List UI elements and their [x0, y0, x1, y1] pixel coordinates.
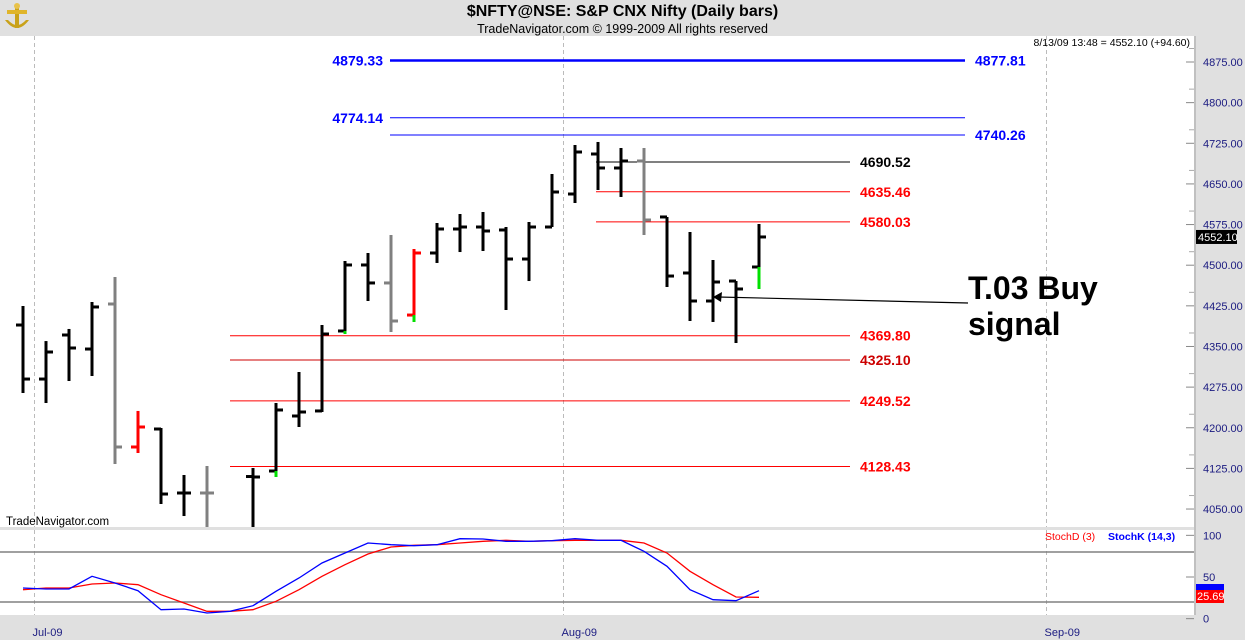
stoch-line [22, 539, 760, 612]
y-tick-label: 4125.00 [1203, 463, 1243, 475]
ohlc-bar [131, 410, 145, 454]
anchor-logo-icon [5, 3, 29, 28]
legend-stochk: StochK (14,3) [1108, 531, 1175, 543]
annotation-text: signal [968, 306, 1060, 342]
y-tick-label: 4800.00 [1203, 98, 1243, 110]
ohlc-bar [522, 222, 536, 282]
arrow-head-icon [713, 292, 722, 302]
ohlc-bar [660, 215, 674, 287]
y-tick-label: 4500.00 [1203, 260, 1243, 272]
level-label-right: 4325.10 [860, 352, 911, 368]
ohlc-bar [200, 466, 214, 527]
stoch-tick-label: 50 [1203, 572, 1215, 584]
x-tick-label: Aug-09 [562, 627, 597, 639]
ohlc-bar [545, 174, 559, 229]
x-tick-label: Sep-09 [1045, 627, 1080, 639]
watermark-text: TradeNavigator.com [6, 516, 109, 528]
last-price-tag [1196, 229, 1237, 244]
ohlc-bar [384, 235, 398, 333]
level-label-left: 4879.33 [332, 52, 383, 68]
level-label-right: 4369.80 [860, 328, 911, 344]
level-label-right: 4128.43 [860, 459, 911, 475]
ohlc-bar [706, 259, 720, 322]
annotation-text: T.03 Buy [968, 270, 1098, 306]
ohlc-bar [729, 279, 743, 344]
y-tick-label: 4200.00 [1203, 423, 1243, 435]
stochd-value-label: 25.69 [1197, 591, 1225, 603]
signal-arrow-line [717, 296, 969, 304]
stochd-value-tag [1196, 590, 1224, 603]
stoch-line [22, 538, 760, 614]
x-tick-label: Jul-09 [33, 627, 63, 639]
ohlc-bar [62, 328, 76, 381]
ohlc-bar [361, 253, 375, 302]
legend-stochd: StochD (3) [1045, 531, 1095, 543]
stoch-tick-label: 100 [1203, 530, 1221, 542]
ohlc-bar [338, 261, 352, 335]
chart-title: $NFTY@NSE: S&P CNX Nifty (Daily bars) [466, 3, 779, 20]
ohlc-bar [39, 341, 53, 403]
ohlc-bar [177, 475, 191, 517]
ohlc-bar [683, 231, 697, 322]
ohlc-bar [269, 402, 283, 478]
level-label-right: 4877.81 [975, 52, 1026, 68]
ohlc-bar [568, 145, 582, 203]
ohlc-bar [430, 222, 444, 263]
y-tick-label: 4050.00 [1203, 504, 1243, 516]
ohlc-bar [614, 147, 628, 197]
level-label-right: 4580.03 [860, 214, 911, 230]
stoch-panel [0, 530, 1194, 615]
ohlc-bar [108, 277, 122, 465]
y-tick-label: 4425.00 [1203, 301, 1243, 313]
stochk-value-tag [1196, 584, 1224, 592]
ohlc-bar [85, 302, 99, 377]
ohlc-bar [453, 213, 467, 253]
level-label-right: 4690.52 [860, 154, 911, 170]
copyright-subtitle: TradeNavigator.com © 1999-2009 All right… [477, 22, 768, 36]
ohlc-bar [752, 224, 766, 289]
y-tick-label: 4650.00 [1203, 179, 1243, 191]
level-label-right: 4249.52 [860, 393, 911, 409]
ohlc-bar [591, 141, 605, 190]
stoch-tick-label: 0 [1203, 614, 1209, 626]
ohlc-bar [154, 427, 168, 504]
price-readout: 8/13/09 13:48 = 4552.10 (+94.60) [1034, 37, 1190, 49]
ohlc-bar [16, 305, 30, 394]
y-tick-label: 4350.00 [1203, 341, 1243, 353]
ohlc-bar [476, 211, 490, 252]
ohlc-bar [315, 325, 329, 413]
ohlc-bar [292, 371, 306, 427]
y-tick-label: 4575.00 [1203, 220, 1243, 232]
ohlc-bar [407, 248, 421, 322]
ohlc-bar [246, 468, 260, 527]
y-tick-label: 4875.00 [1203, 57, 1243, 69]
level-label-left: 4774.14 [332, 110, 383, 126]
y-tick-label: 4725.00 [1203, 138, 1243, 150]
last-price-label: 4552.10 [1198, 232, 1238, 244]
level-label-right: 4635.46 [860, 184, 911, 200]
ohlc-bar [637, 147, 651, 236]
y-tick-label: 4275.00 [1203, 382, 1243, 394]
ohlc-bar [499, 226, 513, 311]
ohlc-bars [16, 141, 766, 527]
level-label-right: 4740.26 [975, 127, 1026, 143]
